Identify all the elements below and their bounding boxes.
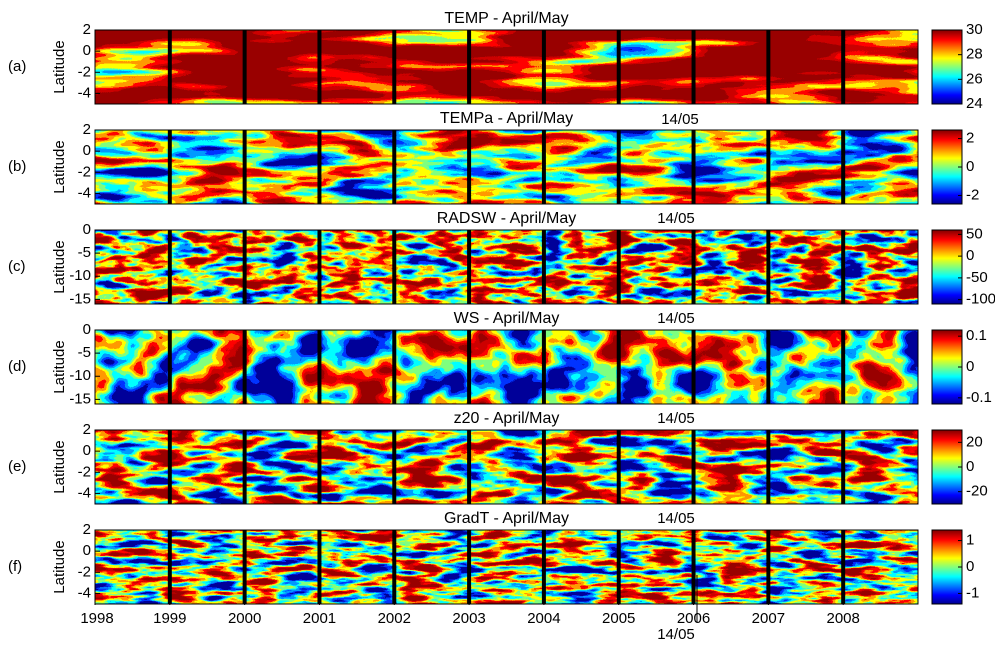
- annotation: 14/05: [657, 510, 695, 527]
- x-tick-label: 1999: [153, 610, 186, 627]
- field: [95, 30, 918, 104]
- colorbar-tick-label: 20: [966, 433, 983, 450]
- x-tick-label: 1998: [80, 610, 113, 627]
- y-axis-label: Latitude: [51, 540, 68, 593]
- panel-title: z20 - April/May: [454, 410, 560, 427]
- x-tick-label: 2005: [602, 610, 635, 627]
- y-axis-label: Latitude: [51, 40, 68, 93]
- colorbar-tick-label: 30: [966, 21, 983, 38]
- panel-label: (e): [8, 458, 26, 475]
- y-axis-label: Latitude: [51, 140, 68, 193]
- x-tick-label: 2003: [452, 610, 485, 627]
- colorbar: [931, 129, 963, 205]
- y-tick-label: 0: [83, 321, 91, 338]
- annotation: 14/05: [657, 626, 695, 643]
- y-tick-label: -4: [78, 584, 91, 601]
- annotation: 14/05: [657, 410, 695, 427]
- field: [95, 430, 918, 504]
- field: [95, 230, 918, 304]
- colorbar-tick-label: -1: [966, 584, 979, 601]
- plot-frame: [94, 29, 919, 105]
- colorbar-tick-label: 24: [966, 95, 983, 112]
- field: [95, 330, 918, 404]
- colorbar-tick-label: 2: [966, 130, 974, 147]
- x-tick-label: 2006: [677, 610, 710, 627]
- x-tick-label: 2002: [378, 610, 411, 627]
- y-tick-label: 0: [83, 442, 91, 459]
- colorbar-tick-label: 0.1: [966, 327, 987, 344]
- y-axis-label: Latitude: [51, 240, 68, 293]
- y-tick-label: -10: [69, 367, 91, 384]
- colorbar-tick-label: -0.1: [966, 389, 992, 406]
- colorbar-tick-label: -100: [966, 291, 995, 308]
- panel-label: (d): [8, 358, 26, 375]
- plot-frame: [94, 129, 919, 205]
- colorbar: [931, 429, 963, 505]
- colorbar-tick-label: 0: [966, 458, 974, 475]
- y-tick-label: -5: [78, 244, 91, 261]
- annotation: 14/05: [657, 210, 695, 227]
- panel-label: (a): [8, 58, 26, 75]
- y-tick-label: -15: [69, 290, 91, 307]
- y-tick-label: -2: [78, 463, 91, 480]
- colorbar-tick-label: 0: [966, 247, 974, 264]
- y-tick-label: 0: [83, 42, 91, 59]
- y-tick-label: -2: [78, 163, 91, 180]
- colorbar: [931, 29, 963, 105]
- y-tick-label: -4: [78, 184, 91, 201]
- plot-frame: [94, 529, 919, 605]
- x-tick-label: 2001: [303, 610, 336, 627]
- panel-title: WS - April/May: [454, 310, 560, 327]
- x-tick-label: 2000: [228, 610, 261, 627]
- y-axis-label: Latitude: [51, 340, 68, 393]
- y-tick-label: 2: [83, 21, 91, 38]
- y-tick-label: -5: [78, 344, 91, 361]
- colorbar-tick-label: 0: [966, 158, 974, 175]
- plot-frame: [94, 229, 919, 305]
- y-tick-label: -4: [78, 484, 91, 501]
- x-tick-label: 2007: [752, 610, 785, 627]
- annotation: 14/05: [661, 111, 699, 128]
- x-tick-label: 2004: [527, 610, 560, 627]
- colorbar: [931, 529, 963, 605]
- y-tick-label: 2: [83, 421, 91, 438]
- panel-title: TEMP - April/May: [444, 10, 568, 27]
- y-tick-label: -2: [78, 563, 91, 580]
- colorbar: [931, 229, 963, 305]
- colorbar-tick-label: 0: [966, 358, 974, 375]
- field: [95, 130, 918, 204]
- y-axis-label: Latitude: [51, 440, 68, 493]
- colorbar-tick-label: 1: [966, 532, 974, 549]
- colorbar-tick-label: 0: [966, 558, 974, 575]
- panel-label: (c): [8, 258, 26, 275]
- plot-frame: [94, 429, 919, 505]
- panel-title: RADSW - April/May: [437, 210, 577, 227]
- colorbar-tick-label: 28: [966, 46, 983, 63]
- colorbar-tick-label: -50: [966, 269, 988, 286]
- y-tick-label: 2: [83, 121, 91, 138]
- y-tick-label: -2: [78, 63, 91, 80]
- colorbar-tick-label: -20: [966, 483, 988, 500]
- panel-title: GradT - April/May: [444, 510, 569, 527]
- colorbar-tick-label: -2: [966, 186, 979, 203]
- colorbar: [931, 329, 963, 405]
- y-tick-label: 0: [83, 142, 91, 159]
- y-tick-label: -15: [69, 390, 91, 407]
- plot-frame: [94, 329, 919, 405]
- colorbar-tick-label: 26: [966, 70, 983, 87]
- annotation: 14/05: [657, 310, 695, 327]
- y-tick-label: 2: [83, 521, 91, 538]
- y-tick-label: -10: [69, 267, 91, 284]
- y-tick-label: -4: [78, 84, 91, 101]
- field: [95, 530, 918, 604]
- panel-label: (f): [8, 558, 22, 575]
- x-tick-label: 2008: [826, 610, 859, 627]
- panel-title: TEMPa - April/May: [440, 110, 573, 127]
- y-tick-label: 0: [83, 221, 91, 238]
- colorbar-tick-label: 50: [966, 225, 983, 242]
- y-tick-label: 0: [83, 542, 91, 559]
- panel-label: (b): [8, 158, 26, 175]
